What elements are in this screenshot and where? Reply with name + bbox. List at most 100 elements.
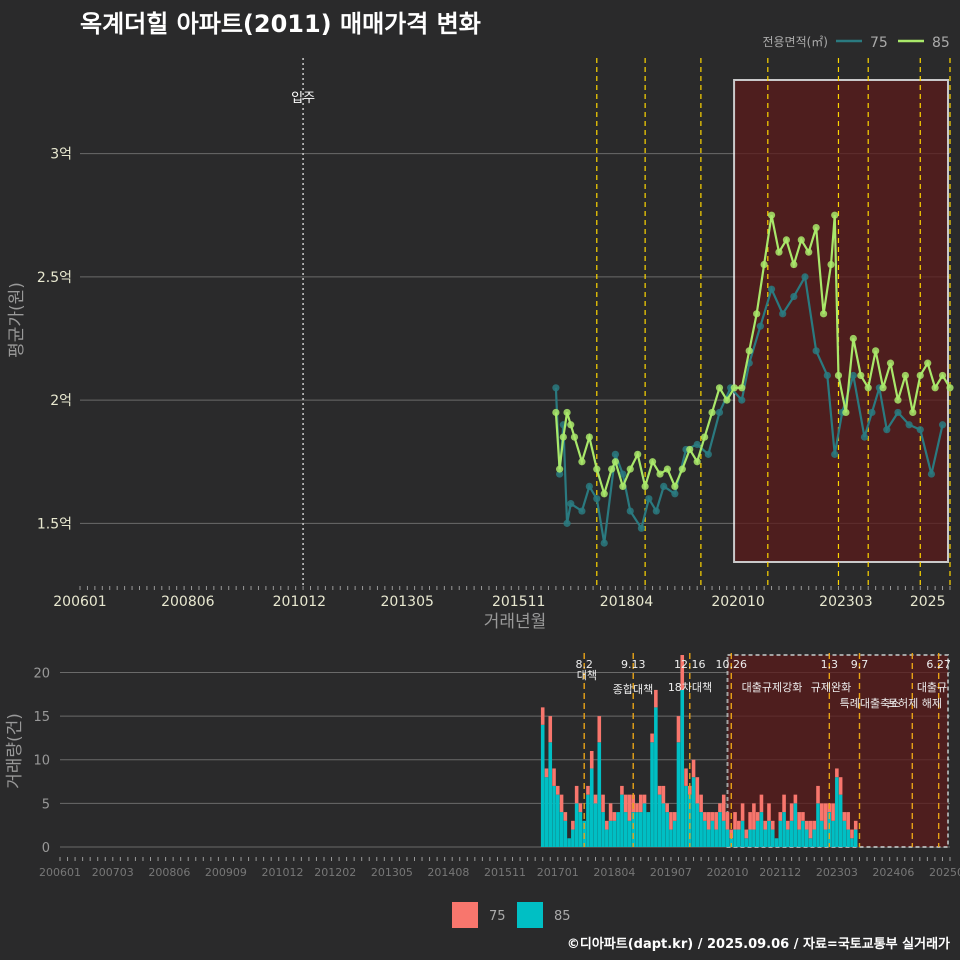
bar-85 bbox=[827, 812, 832, 847]
bar-85 bbox=[808, 838, 813, 847]
highlight-period bbox=[733, 79, 949, 563]
data-point-85 bbox=[857, 371, 865, 380]
bar-75 bbox=[770, 820, 775, 830]
y-tick-label: 3억 bbox=[50, 147, 72, 163]
policy-date: 1.3 bbox=[821, 658, 839, 671]
policy-label: 대출규 bbox=[917, 681, 947, 694]
bar-75 bbox=[703, 812, 707, 821]
data-point-85 bbox=[834, 371, 843, 380]
data-point-85 bbox=[608, 465, 616, 473]
bar-75 bbox=[740, 803, 745, 821]
y-tick-label: 1.5억 bbox=[37, 516, 72, 532]
data-point-75 bbox=[693, 440, 701, 449]
bar-75 bbox=[699, 794, 703, 813]
bar-75 bbox=[695, 777, 700, 804]
bar-85 bbox=[623, 812, 628, 847]
bar-85 bbox=[620, 794, 624, 847]
bar-85 bbox=[703, 820, 707, 847]
bar-85 bbox=[657, 794, 662, 847]
data-point-85 bbox=[753, 310, 761, 318]
bar-85 bbox=[680, 689, 685, 847]
bar-85 bbox=[778, 820, 783, 847]
data-point-85 bbox=[708, 408, 716, 417]
policy-date: 6.27 bbox=[926, 658, 951, 671]
bar-85 bbox=[774, 838, 779, 847]
x-tick-label: 202010 bbox=[711, 594, 764, 610]
x-tick-label: 201305 bbox=[380, 594, 433, 610]
bar-75 bbox=[672, 812, 677, 821]
data-point-85 bbox=[611, 458, 619, 466]
bar-75 bbox=[612, 812, 617, 821]
data-point-85 bbox=[671, 482, 679, 490]
bar-85 bbox=[638, 812, 643, 847]
bar-75 bbox=[714, 812, 718, 830]
data-point-85 bbox=[656, 470, 664, 478]
bar-75 bbox=[556, 785, 560, 795]
data-point-75 bbox=[552, 384, 560, 392]
data-point-85 bbox=[593, 465, 601, 473]
data-point-85 bbox=[805, 248, 813, 256]
bar-75 bbox=[687, 785, 692, 795]
bar-85 bbox=[797, 829, 801, 847]
bar-75 bbox=[808, 820, 813, 839]
data-point-85 bbox=[790, 260, 798, 269]
bar-75 bbox=[544, 768, 549, 778]
data-point-75 bbox=[556, 470, 564, 478]
bar-75 bbox=[801, 812, 805, 821]
bar-75 bbox=[718, 803, 722, 813]
bar-75 bbox=[608, 803, 613, 821]
x-tick-label: 201202 bbox=[314, 866, 356, 879]
bar-85 bbox=[786, 829, 790, 847]
bar-85 bbox=[661, 803, 666, 847]
data-point-75 bbox=[738, 396, 746, 404]
bar-75 bbox=[721, 794, 726, 821]
bar-85 bbox=[695, 803, 700, 847]
bar-85 bbox=[838, 794, 843, 847]
bar-75 bbox=[759, 794, 764, 813]
data-point-75 bbox=[860, 433, 869, 441]
x-tick-label: 2025 bbox=[910, 594, 946, 610]
data-point-85 bbox=[626, 465, 634, 473]
data-point-75 bbox=[637, 524, 646, 532]
data-point-85 bbox=[570, 433, 579, 441]
bar-85 bbox=[831, 820, 835, 847]
bar-75 bbox=[548, 716, 553, 743]
data-point-85 bbox=[901, 371, 909, 380]
bar-75 bbox=[831, 803, 835, 821]
data-point-85 bbox=[559, 433, 567, 441]
data-point-85 bbox=[886, 359, 895, 367]
bar-75 bbox=[657, 785, 662, 795]
data-point-75 bbox=[916, 426, 924, 434]
policy-label: 18차대책 bbox=[668, 681, 712, 694]
data-point-85 bbox=[872, 347, 880, 355]
data-point-75 bbox=[619, 470, 627, 478]
data-point-75 bbox=[849, 371, 857, 380]
bar-75 bbox=[597, 716, 602, 743]
x-tick-label: 201701 bbox=[537, 866, 579, 879]
data-point-75 bbox=[779, 310, 787, 318]
bar-75 bbox=[623, 794, 628, 813]
data-point-75 bbox=[927, 470, 936, 478]
bar-85 bbox=[846, 829, 850, 847]
bar-85 bbox=[755, 820, 760, 847]
bar-75 bbox=[797, 812, 801, 830]
bar-75 bbox=[725, 812, 730, 830]
bar-75 bbox=[850, 829, 854, 839]
data-point-75 bbox=[938, 421, 947, 429]
bar-85 bbox=[710, 820, 715, 847]
y-tick-label: 2.5억 bbox=[37, 270, 72, 286]
bar-85 bbox=[782, 812, 786, 847]
data-point-85 bbox=[663, 465, 672, 473]
data-point-85 bbox=[782, 236, 791, 244]
bar-75 bbox=[578, 803, 583, 813]
data-point-85 bbox=[715, 384, 724, 392]
bar-85 bbox=[540, 724, 545, 847]
bar-75 bbox=[593, 794, 598, 804]
data-point-75 bbox=[611, 450, 619, 458]
bar-85 bbox=[589, 768, 594, 847]
policy-date: 9.13 bbox=[621, 658, 646, 671]
source-note: ©디아파트(dapt.kr) / 2025.09.06 / 자료=국토교통부 실… bbox=[566, 937, 950, 952]
data-point-75 bbox=[704, 450, 712, 458]
data-point-85 bbox=[924, 359, 932, 367]
bar-75 bbox=[782, 794, 786, 813]
